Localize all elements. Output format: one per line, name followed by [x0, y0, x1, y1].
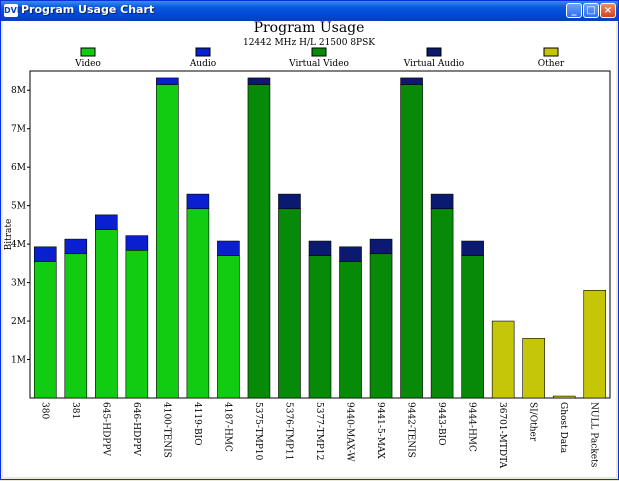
x-tick-label-8: 5375-TMP10 — [253, 402, 263, 461]
chart-area: Program Usage 12442 MHz H/L 21500 8PSK Vid… — [3, 20, 616, 477]
x-tick-label-18: Ghost Data — [558, 402, 568, 454]
x-tick-label-3: 645-HDPPV — [100, 402, 110, 456]
app-logo-icon[interactable]: DVB — [4, 4, 23, 17]
title-bar[interactable]: DVB Program Usage Chart _ □ × — [1, 1, 618, 21]
bar-13-virtual-audio — [400, 77, 423, 85]
bar-15-virtual-video — [461, 255, 484, 399]
bar-8-virtual-audio — [247, 77, 271, 85]
x-tick-label-6: 4119-BIO — [192, 402, 202, 446]
bar-14-virtual-video — [430, 208, 454, 399]
x-tick-label-9: 5376-TMP11 — [283, 402, 293, 460]
x-tick-label-5: 4100-TENIS — [161, 402, 171, 458]
legend-swatch-3 — [311, 47, 327, 57]
bar-10-virtual-video — [308, 255, 332, 399]
bar-15-virtual-audio — [461, 240, 484, 256]
bar-9-virtual-audio — [278, 193, 301, 210]
chart-title: Program Usage — [254, 21, 365, 36]
bar-2-audio — [64, 238, 88, 255]
legend-label-4: Virtual Audio — [403, 59, 464, 69]
bar-14-virtual-audio — [430, 193, 454, 210]
x-tick-label-19: NULL Packets — [589, 402, 599, 468]
x-tick-label-14: 9443-BIO — [436, 402, 446, 446]
x-tick-label-10: 5377-TMP12 — [314, 402, 324, 460]
bar-5-video — [156, 84, 179, 399]
x-tick-label-1: 380 — [39, 402, 49, 419]
x-tick-label-16: 36701-MTDTA — [497, 402, 507, 469]
y-tick-label-6: 6M — [11, 163, 26, 173]
minimize-button[interactable]: _ — [566, 3, 582, 18]
bar-1-video — [33, 261, 57, 399]
y-tick-label-8: 8M — [11, 86, 26, 96]
y-axis-label: Bitrate — [4, 219, 14, 251]
x-tick-label-7: 4187-HMC — [222, 402, 232, 452]
x-tick-label-12: 9441-5-MAX — [375, 402, 385, 459]
legend-swatch-2 — [195, 47, 211, 57]
maximize-button[interactable]: □ — [583, 3, 599, 18]
bar-6-audio — [186, 193, 210, 210]
bar-2-video — [64, 253, 88, 399]
legend-swatch-4 — [426, 47, 442, 57]
bar-12-virtual-video — [369, 253, 393, 399]
legend-label-5: Other — [538, 59, 565, 69]
legend-label-2: Audio — [189, 59, 216, 69]
bar-5-audio — [156, 77, 179, 85]
bar-3-video — [95, 229, 118, 399]
bar-16-other — [491, 320, 515, 399]
bar-10-virtual-audio — [308, 240, 332, 256]
y-tick-label-5: 5M — [11, 202, 26, 212]
program-usage-chart: Program Usage 12442 MHz H/L 21500 8PSK Vid… — [4, 20, 611, 469]
bar-11-virtual-video — [339, 261, 362, 399]
bar-13-virtual-video — [400, 84, 423, 399]
x-tick-label-15: 9444-HMC — [467, 402, 477, 452]
bar-11-virtual-audio — [339, 246, 362, 262]
x-tick-label-11: 9440-MAX-W — [345, 402, 355, 462]
bar-6-video — [186, 208, 210, 399]
legend-label-1: Video — [74, 59, 101, 69]
chart-subtitle: 12442 MHz H/L 21500 8PSK — [243, 38, 375, 48]
y-tick-label-7: 7M — [11, 125, 26, 135]
x-tick-label-2: 381 — [70, 402, 80, 419]
bar-4-audio — [125, 235, 149, 251]
legend-swatch-1 — [80, 47, 96, 57]
bar-1-audio — [33, 246, 57, 262]
bar-9-virtual-video — [278, 208, 301, 399]
bar-7-video — [217, 255, 240, 399]
window-title: Program Usage Chart — [21, 3, 155, 16]
x-tick-label-4: 646-HDPPV — [131, 402, 141, 456]
legend-swatch-5 — [543, 47, 559, 57]
bar-19-other — [583, 289, 607, 399]
bar-7-audio — [217, 240, 240, 256]
x-tick-label-17: SI/Other — [528, 402, 538, 442]
legend-label-3: Virtual Video — [288, 59, 349, 69]
bar-4-video — [125, 249, 149, 399]
y-tick-label-2: 2M — [11, 317, 26, 327]
bar-18-other — [552, 395, 576, 399]
bar-17-other — [522, 338, 545, 399]
bar-3-audio — [95, 214, 118, 230]
y-tick-label-3: 3M — [11, 279, 26, 289]
close-button[interactable]: × — [600, 3, 616, 18]
y-tick-label-4: 4M — [11, 240, 26, 250]
y-tick-label-1: 1M — [11, 356, 26, 366]
bar-8-virtual-video — [247, 84, 271, 399]
x-tick-label-13: 9442-TENIS — [406, 402, 416, 458]
bar-12-virtual-audio — [369, 238, 393, 255]
